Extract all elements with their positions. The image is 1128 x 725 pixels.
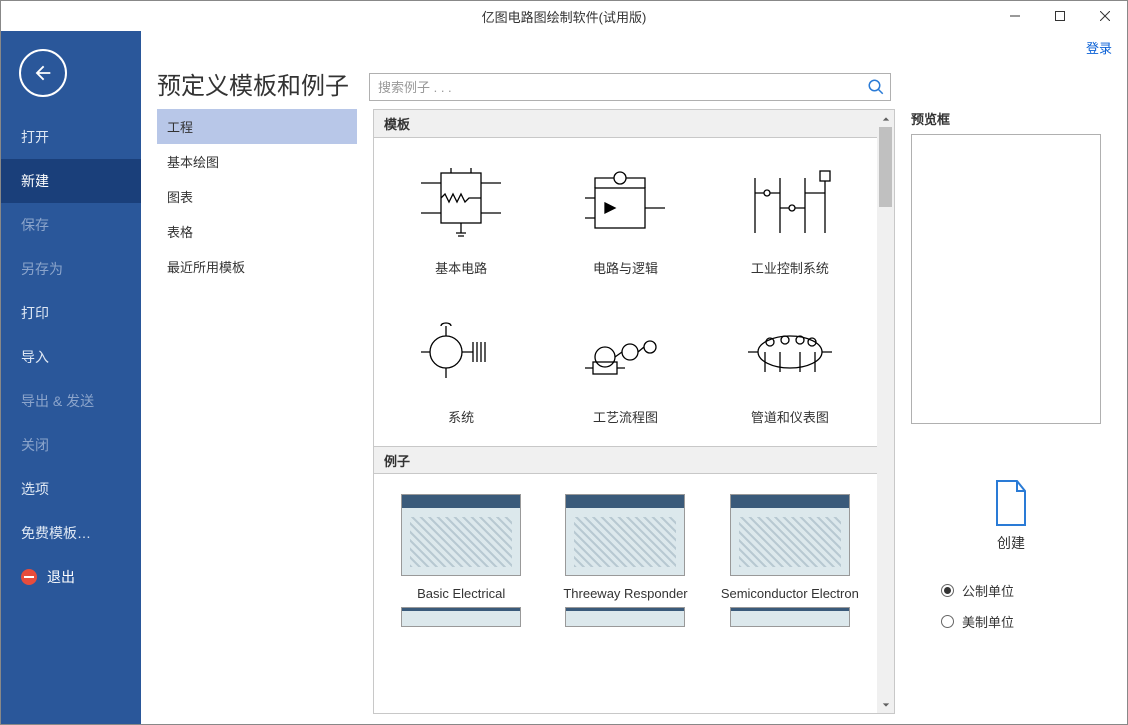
sidebar-item[interactable]: 打印: [1, 291, 141, 335]
example-card[interactable]: Threeway Responder: [548, 494, 702, 601]
sidebar-item[interactable]: 导出 & 发送: [1, 379, 141, 423]
create-button[interactable]: 创建: [991, 479, 1031, 553]
sidebar-item[interactable]: 新建: [1, 159, 141, 203]
search-wrap: [369, 73, 891, 101]
template-label: 电路与逻辑: [593, 258, 658, 277]
maximize-button[interactable]: [1037, 1, 1082, 31]
template-card[interactable]: 工艺流程图: [548, 307, 702, 426]
category-item[interactable]: 基本绘图: [157, 144, 357, 179]
example-thumb: [730, 607, 850, 627]
sidebar-item[interactable]: 选项: [1, 467, 141, 511]
example-card[interactable]: Semiconductor Electron: [713, 494, 867, 601]
section-head-templates: 模板: [374, 110, 894, 138]
template-thumb: [730, 307, 850, 397]
app-window: 亿图电路图绘制软件(试用版) 登录 打开新建保存另存为打印导入导出 & 发送关闭…: [0, 0, 1128, 725]
sidebar-item[interactable]: 保存: [1, 203, 141, 247]
examples-grid-2: [374, 607, 877, 657]
preview-label: 预览框: [911, 109, 1111, 128]
close-button[interactable]: [1082, 1, 1127, 31]
create-label: 创建: [997, 533, 1025, 553]
template-label: 基本电路: [435, 258, 487, 277]
sidebar-item[interactable]: 关闭: [1, 423, 141, 467]
category-item[interactable]: 工程: [157, 109, 357, 144]
search-icon[interactable]: [867, 78, 885, 96]
template-card[interactable]: 基本电路: [384, 158, 538, 277]
template-thumb: [730, 158, 850, 248]
search-input[interactable]: [369, 73, 891, 101]
template-card[interactable]: 系统: [384, 307, 538, 426]
app-body: 打开新建保存另存为打印导入导出 & 发送关闭选项免费模板… 退出 预定义模板和例…: [1, 31, 1127, 724]
template-thumb: [401, 158, 521, 248]
sidebar-item[interactable]: 打开: [1, 115, 141, 159]
radio-icon: [941, 615, 954, 628]
section-head-examples: 例子: [374, 446, 894, 474]
example-thumb: [565, 494, 685, 576]
page-header: 预定义模板和例子: [141, 66, 1127, 109]
sidebar-item-exit[interactable]: 退出: [1, 555, 141, 599]
sidebar: 打开新建保存另存为打印导入导出 & 发送关闭选项免费模板… 退出: [1, 31, 141, 724]
window-title: 亿图电路图绘制软件(试用版): [1, 7, 1127, 26]
minimize-button[interactable]: [992, 1, 1037, 31]
example-label: Semiconductor Electron: [721, 586, 859, 601]
template-label: 工业控制系统: [751, 258, 829, 277]
example-card[interactable]: [548, 607, 702, 637]
template-label: 系统: [448, 407, 474, 426]
template-thumb: [565, 158, 685, 248]
exit-icon: [21, 569, 37, 585]
sidebar-item[interactable]: 另存为: [1, 247, 141, 291]
example-label: Threeway Responder: [563, 586, 687, 601]
unit-radio-group: 公制单位美制单位: [911, 581, 1111, 631]
main-panel: 预定义模板和例子 工程基本绘图图表表格最近所用模板 模板 基本电路 电路与逻辑 工业…: [141, 31, 1127, 724]
preview-box: [911, 134, 1101, 424]
scrollbar-up-icon[interactable]: [877, 110, 894, 127]
category-list: 工程基本绘图图表表格最近所用模板: [157, 109, 357, 714]
login-link[interactable]: 登录: [1086, 38, 1112, 57]
examples-grid: Basic Electrical Threeway Responder Semico…: [374, 474, 877, 607]
template-thumb: [401, 307, 521, 397]
example-card[interactable]: [384, 607, 538, 637]
right-panel: 预览框 创建 公制单位美制单位: [911, 109, 1111, 714]
example-thumb: [401, 494, 521, 576]
unit-radio[interactable]: 公制单位: [941, 581, 1111, 600]
category-item[interactable]: 表格: [157, 214, 357, 249]
radio-label: 公制单位: [962, 581, 1014, 600]
template-label: 管道和仪表图: [751, 407, 829, 426]
category-item[interactable]: 图表: [157, 179, 357, 214]
sidebar-item[interactable]: 免费模板…: [1, 511, 141, 555]
example-card[interactable]: Basic Electrical: [384, 494, 538, 601]
template-thumb: [565, 307, 685, 397]
template-area: 模板 基本电路 电路与逻辑 工业控制系统系统 工艺流程图 管道和仪表图 例子 Basic…: [373, 109, 895, 714]
back-button[interactable]: [19, 49, 67, 97]
unit-radio[interactable]: 美制单位: [941, 612, 1111, 631]
example-label: Basic Electrical: [417, 586, 505, 601]
example-thumb: [730, 494, 850, 576]
radio-label: 美制单位: [962, 612, 1014, 631]
window-controls: [992, 1, 1127, 31]
example-thumb: [401, 607, 521, 627]
template-card[interactable]: 工业控制系统: [713, 158, 867, 277]
templates-grid: 基本电路 电路与逻辑 工业控制系统系统 工艺流程图 管道和仪表图: [374, 138, 877, 446]
titlebar: 亿图电路图绘制软件(试用版): [1, 1, 1127, 31]
sidebar-item-label: 退出: [47, 567, 75, 587]
scrollbar-thumb[interactable]: [879, 127, 892, 207]
example-thumb: [565, 607, 685, 627]
template-card[interactable]: 管道和仪表图: [713, 307, 867, 426]
content-row: 工程基本绘图图表表格最近所用模板 模板 基本电路 电路与逻辑 工业控制系统系统 工艺流…: [141, 109, 1127, 724]
scrollbar-down-icon[interactable]: [877, 696, 894, 713]
category-item[interactable]: 最近所用模板: [157, 249, 357, 284]
radio-icon: [941, 584, 954, 597]
scrollbar[interactable]: [877, 110, 894, 713]
template-label: 工艺流程图: [593, 407, 658, 426]
sidebar-item[interactable]: 导入: [1, 335, 141, 379]
page-title: 预定义模板和例子: [157, 66, 349, 101]
new-file-icon: [991, 479, 1031, 527]
template-card[interactable]: 电路与逻辑: [548, 158, 702, 277]
example-card[interactable]: [713, 607, 867, 637]
